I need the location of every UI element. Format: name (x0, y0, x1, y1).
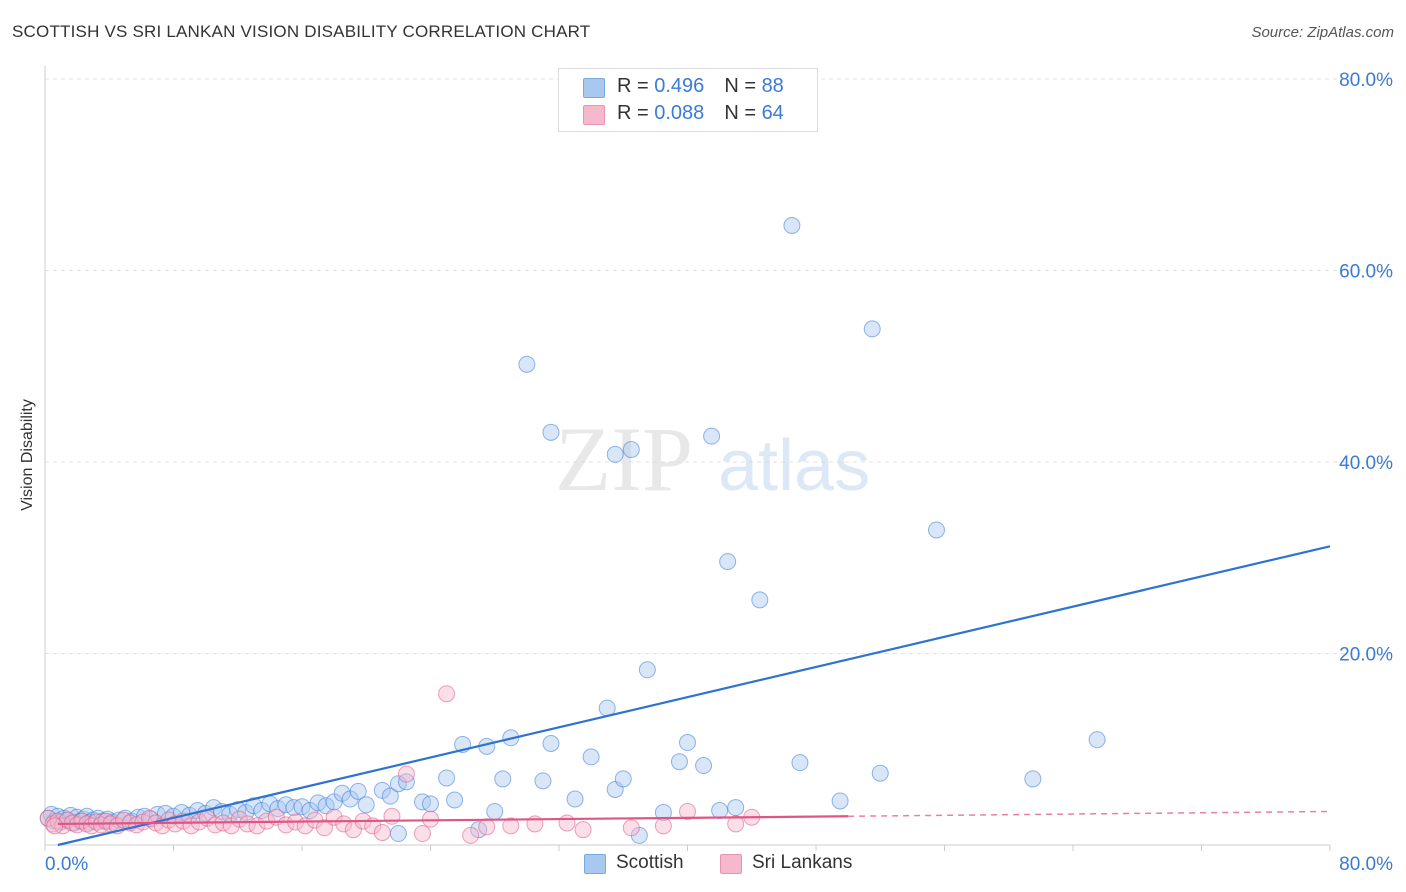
sri-lankan-point (727, 815, 745, 833)
scottish-point (703, 427, 721, 445)
bottom-legend-sri-lankans: Sri Lankans (720, 852, 852, 874)
trend-line-scottish (57, 545, 1331, 847)
x-tick-label: 0.0% (45, 854, 88, 875)
scottish-point (582, 748, 600, 766)
legend-row-scottish: R = 0.496 N = 88 (583, 75, 784, 98)
trend-line-sri-lankans-extension (848, 810, 1331, 818)
scottish-point (670, 753, 688, 771)
scottish-point (606, 445, 624, 463)
y-tick-label: 20.0% (1339, 645, 1393, 666)
sri-lankan-point (679, 802, 696, 820)
scottish-point (831, 792, 849, 810)
sri-lankan-point (558, 814, 576, 832)
sri-lankan-point (622, 819, 640, 837)
sri-lankan-point (413, 825, 431, 843)
legend-n-label: N = (724, 102, 762, 124)
y-tick-label: 40.0% (1339, 453, 1393, 474)
bottom-legend-swatch-scottish (584, 854, 606, 874)
sri-lankan-point (335, 815, 353, 833)
scottish-point (638, 661, 656, 679)
legend-row-sri-lankans: R = 0.088 N = 64 (583, 102, 784, 125)
x-tick-label: 80.0% (1339, 854, 1393, 875)
y-tick-label: 80.0% (1339, 70, 1393, 91)
scottish-point (863, 320, 881, 338)
scottish-point (518, 355, 536, 373)
sri-lankan-point (383, 807, 401, 825)
scottish-point (438, 769, 456, 787)
legend-r-value: 0.496 (654, 75, 705, 97)
scottish-point (695, 757, 713, 775)
legend-r-label: R = (617, 102, 655, 124)
legend-n-value: 88 (761, 75, 784, 97)
legend-swatch-sri-lankans (583, 105, 605, 125)
bottom-legend-label-scottish: Scottish (616, 852, 684, 873)
sri-lankan-point (462, 826, 480, 844)
chart-title: SCOTTISH VS SRI LANKAN VISION DISABILITY… (12, 22, 591, 41)
scottish-point (791, 754, 809, 772)
scottish-point (871, 764, 889, 782)
scottish-point (446, 791, 464, 809)
legend-r-value: 0.088 (654, 102, 705, 124)
bottom-legend-swatch-sri-lankans (720, 854, 742, 874)
y-tick-label: 60.0% (1339, 262, 1393, 283)
sri-lankan-point (315, 819, 333, 837)
scottish-point (719, 553, 737, 571)
scottish-point (679, 734, 696, 752)
legend: R = 0.496 N = 88 R = 0.088 N = 64 (558, 68, 818, 132)
sri-lankan-point (654, 817, 672, 835)
watermark-atlas: atlas (718, 426, 870, 506)
sri-lankan-point (73, 812, 91, 830)
trend-lines (57, 545, 1331, 847)
scottish-point (1088, 731, 1106, 749)
trend-line-sri-lankans (57, 815, 849, 826)
scottish-point (422, 795, 439, 813)
scottish-point (494, 770, 512, 788)
sri-lankan-point (46, 817, 64, 835)
scottish-point (293, 798, 311, 816)
scottish-point (542, 735, 560, 753)
bottom-legend-scottish: Scottish (584, 852, 684, 874)
scottish-point (711, 802, 729, 820)
sri-lankan-point (422, 810, 439, 828)
grid-lines (45, 78, 1392, 654)
legend-r-label: R = (617, 75, 655, 97)
legend-n-value: 64 (761, 102, 784, 124)
sri-lankan-point (438, 685, 456, 703)
sri-lankan-point (478, 818, 496, 836)
scottish-point (751, 591, 769, 609)
watermark-zip: ZIP (555, 408, 693, 510)
sri-lankan-point (397, 765, 415, 783)
scottish-point (654, 803, 672, 821)
legend-swatch-scottish (583, 78, 605, 98)
scottish-point (349, 782, 367, 800)
sri-lankan-point (373, 824, 391, 842)
scottish-point (534, 772, 552, 790)
axes (44, 66, 1331, 851)
scottish-point (317, 797, 335, 815)
scottish-point (357, 796, 375, 814)
tick-labels: 20.0% 40.0% 60.0% 80.0% 0.0% 80.0% (45, 70, 1393, 875)
legend-n-label: N = (724, 75, 762, 97)
sri-lankan-point (97, 812, 115, 830)
scottish-point (783, 216, 801, 234)
scottish-point (1024, 770, 1042, 788)
scottish-point (486, 802, 504, 820)
bottom-legend-label-sri-lankans: Sri Lankans (752, 852, 853, 873)
scottish-point (389, 825, 407, 843)
data-points (39, 216, 1106, 844)
scottish-point (542, 423, 560, 441)
source-label: Source: ZipAtlas.com (1251, 24, 1394, 41)
sri-lankan-point (502, 817, 520, 835)
watermark: ZIP atlas (555, 408, 870, 510)
scottish-point (614, 770, 632, 788)
scottish-point (727, 799, 745, 817)
scottish-point (927, 521, 945, 539)
scottish-point (566, 790, 584, 808)
scottish-point (381, 787, 399, 805)
sri-lankan-point (574, 821, 592, 839)
scottish-point (622, 441, 640, 459)
